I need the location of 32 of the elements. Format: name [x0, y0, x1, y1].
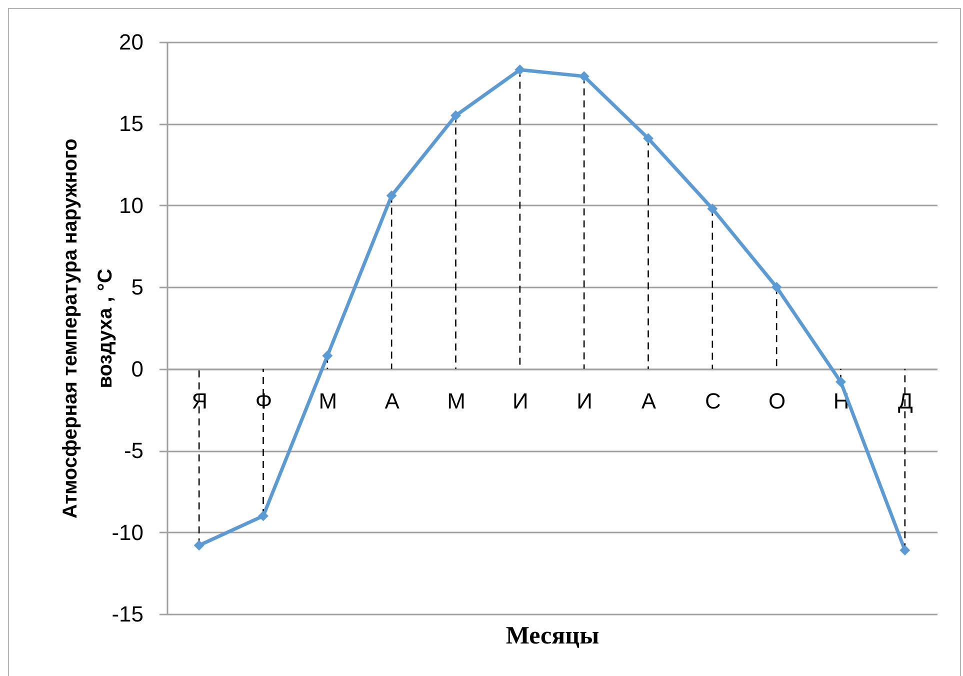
x-tick-label: М	[318, 388, 338, 414]
point	[514, 64, 526, 76]
y-tick-label: -10	[112, 520, 144, 545]
y-tick-label: -15	[112, 602, 144, 626]
y-tick-label: 0	[131, 356, 144, 382]
y-tick-label: 5	[131, 274, 144, 300]
x-tick-label: С	[704, 388, 721, 414]
x-tick-label: И	[576, 388, 592, 414]
point	[322, 350, 333, 362]
point	[258, 510, 268, 522]
point	[578, 71, 590, 82]
y-tick-label: 15	[119, 111, 144, 136]
x-tick-label: А	[641, 388, 656, 414]
point	[771, 282, 782, 292]
point	[707, 203, 718, 214]
point	[900, 545, 910, 556]
point	[194, 540, 204, 551]
x-tick-label: А	[384, 388, 400, 414]
y-tick-label: 10	[119, 192, 144, 218]
x-tick-label: Я	[192, 388, 208, 414]
y-axis-title: Атмосферная температура наружного воздуха , °C	[60, 138, 116, 518]
point	[836, 376, 846, 388]
x-tick-label: Д	[898, 388, 913, 414]
point	[450, 110, 461, 121]
x-tick-label: О	[768, 388, 786, 414]
y-tick-label: -5	[124, 438, 144, 464]
x-tick-label: И	[512, 388, 528, 414]
point	[386, 190, 397, 201]
x-tick-label: М	[447, 388, 466, 414]
y-tick-label: 20	[119, 30, 144, 54]
point	[643, 133, 654, 144]
x-axis-title: Месяцы	[506, 622, 600, 650]
